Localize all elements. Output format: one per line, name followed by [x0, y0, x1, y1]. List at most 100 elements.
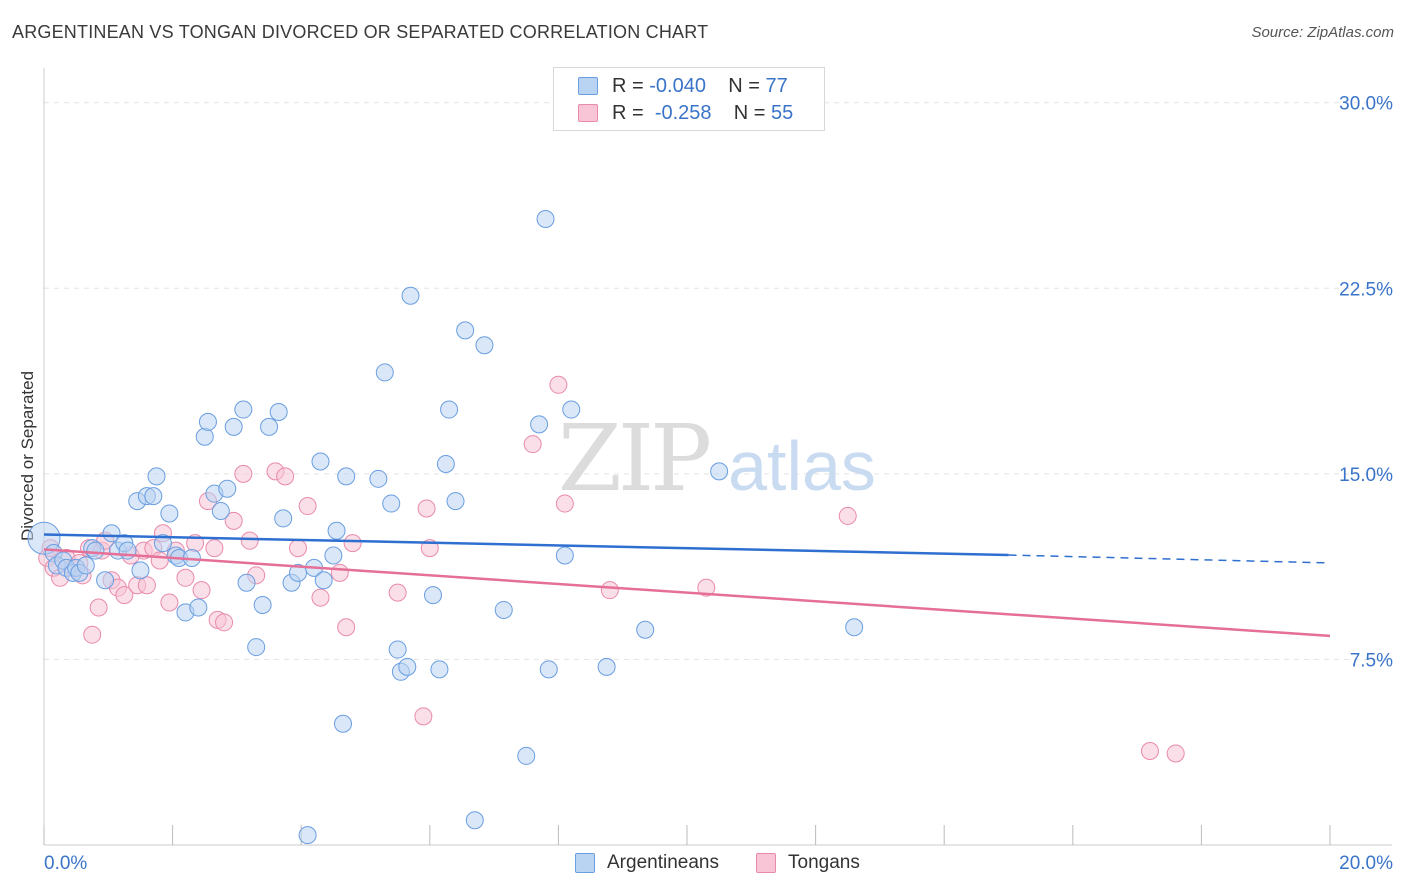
tongan-point [1166, 744, 1185, 763]
argentinean-point [153, 534, 172, 553]
tongan-point [234, 464, 253, 483]
tongan-point [176, 568, 195, 587]
legend-n-value: 77 [765, 74, 788, 97]
argentinean-point [530, 415, 549, 434]
argentinean-point [382, 494, 401, 513]
tongan-point [89, 598, 108, 617]
argentinean-point [494, 600, 513, 619]
argentinean-point [436, 454, 455, 473]
argentinean-point [517, 746, 536, 765]
argentinean-point [131, 561, 150, 580]
tongan-point [388, 583, 407, 602]
argentinean-point [536, 210, 555, 229]
tongan-point [276, 467, 295, 486]
legend-row-tongans: R = -0.258 N = 55 [578, 101, 793, 125]
tongan-point [192, 581, 211, 600]
argentinean-point [234, 400, 253, 419]
argentinean-point [324, 546, 343, 565]
series-label: Argentineans [607, 852, 719, 873]
tongan-point [205, 539, 224, 558]
argentinean-point [440, 400, 459, 419]
series-swatch-pink [756, 853, 776, 873]
argentinean-point [388, 640, 407, 659]
tongan-point [555, 494, 574, 513]
argentineans-points [27, 210, 864, 845]
argentineans-trend-extension [1008, 554, 1331, 564]
argentinean-point [298, 826, 317, 845]
argentinean-point [710, 462, 729, 481]
y-tick-label: 7.5% [1350, 650, 1393, 671]
x-tick-label: 0.0% [44, 853, 87, 874]
argentinean-point [160, 504, 179, 523]
argentinean-point [274, 509, 293, 528]
argentinean-point [327, 521, 346, 540]
tongan-point [549, 375, 568, 394]
tongan-point [414, 707, 433, 726]
tongan-point [523, 435, 542, 454]
tongan-point [137, 576, 156, 595]
argentinean-point [314, 571, 333, 590]
trend-lines [43, 533, 1331, 638]
argentinean-point [424, 586, 443, 605]
argentinean-point [636, 620, 655, 639]
argentinean-point [401, 286, 420, 305]
argentinean-point [211, 501, 230, 520]
argentinean-point [555, 546, 574, 565]
argentinean-point [76, 556, 95, 575]
legend-swatch-blue [578, 77, 598, 95]
tongan-point [240, 531, 259, 550]
tongan-point [215, 613, 234, 632]
argentinean-point [398, 657, 417, 676]
y-tick-label: 15.0% [1339, 465, 1393, 486]
watermark-zip: ZIP [558, 405, 709, 512]
tongan-point [150, 551, 169, 570]
argentinean-point [269, 403, 288, 422]
argentinean-point [247, 638, 266, 657]
argentinean-point [224, 417, 243, 436]
correlation-legend: R = -0.040 N = 77 R = -0.258 N = 55 [553, 67, 825, 131]
tongan-point [343, 534, 362, 553]
source-label: Source: ZipAtlas.com [1251, 24, 1394, 41]
tongan-point [697, 578, 716, 597]
tongan-point [298, 497, 317, 516]
tongans-trend-line [43, 548, 1331, 638]
legend-r-label: R = [612, 74, 644, 97]
argentinean-point [465, 811, 484, 830]
argentinean-point [96, 571, 115, 590]
argentinean-point [86, 541, 105, 560]
argentinean-point [189, 598, 208, 617]
tongan-point [288, 539, 307, 558]
series-legend-tongans[interactable]: Tongans [756, 852, 860, 874]
argentineans-trend-line [43, 533, 1009, 557]
legend-r-label: R = [612, 101, 644, 124]
argentinean-point [845, 618, 864, 637]
argentinean-point [430, 660, 449, 679]
argentinean-point [475, 336, 494, 355]
legend-n-label: N = [728, 74, 760, 97]
legend-swatch-pink [578, 104, 598, 122]
legend-row-argentineans: R = -0.040 N = 77 [578, 74, 788, 98]
watermark-atlas: atlas [728, 427, 876, 505]
argentinean-point [369, 469, 388, 488]
argentinean-point [253, 596, 272, 615]
y-tick-label: 22.5% [1339, 279, 1393, 300]
argentinean-point [260, 417, 279, 436]
tongan-point [337, 618, 356, 637]
tongan-point [115, 586, 134, 605]
argentinean-point [562, 400, 581, 419]
argentinean-point [597, 657, 616, 676]
argentinean-point [237, 573, 256, 592]
tongan-point [838, 506, 857, 525]
argentinean-point [102, 524, 121, 543]
tongan-point [417, 499, 436, 518]
y-tick-label: 30.0% [1339, 94, 1393, 115]
argentinean-point [375, 363, 394, 382]
argentinean-point [144, 487, 163, 506]
tick-labels: 7.5% 15.0% 22.5% 30.0% 0.0% 20.0% [44, 94, 1393, 874]
series-label: Tongans [788, 852, 860, 873]
series-legend-argentineans[interactable]: Argentineans [575, 852, 719, 874]
legend-r-value: -0.258 [654, 101, 712, 124]
argentinean-point [337, 467, 356, 486]
argentinean-point [333, 714, 352, 733]
